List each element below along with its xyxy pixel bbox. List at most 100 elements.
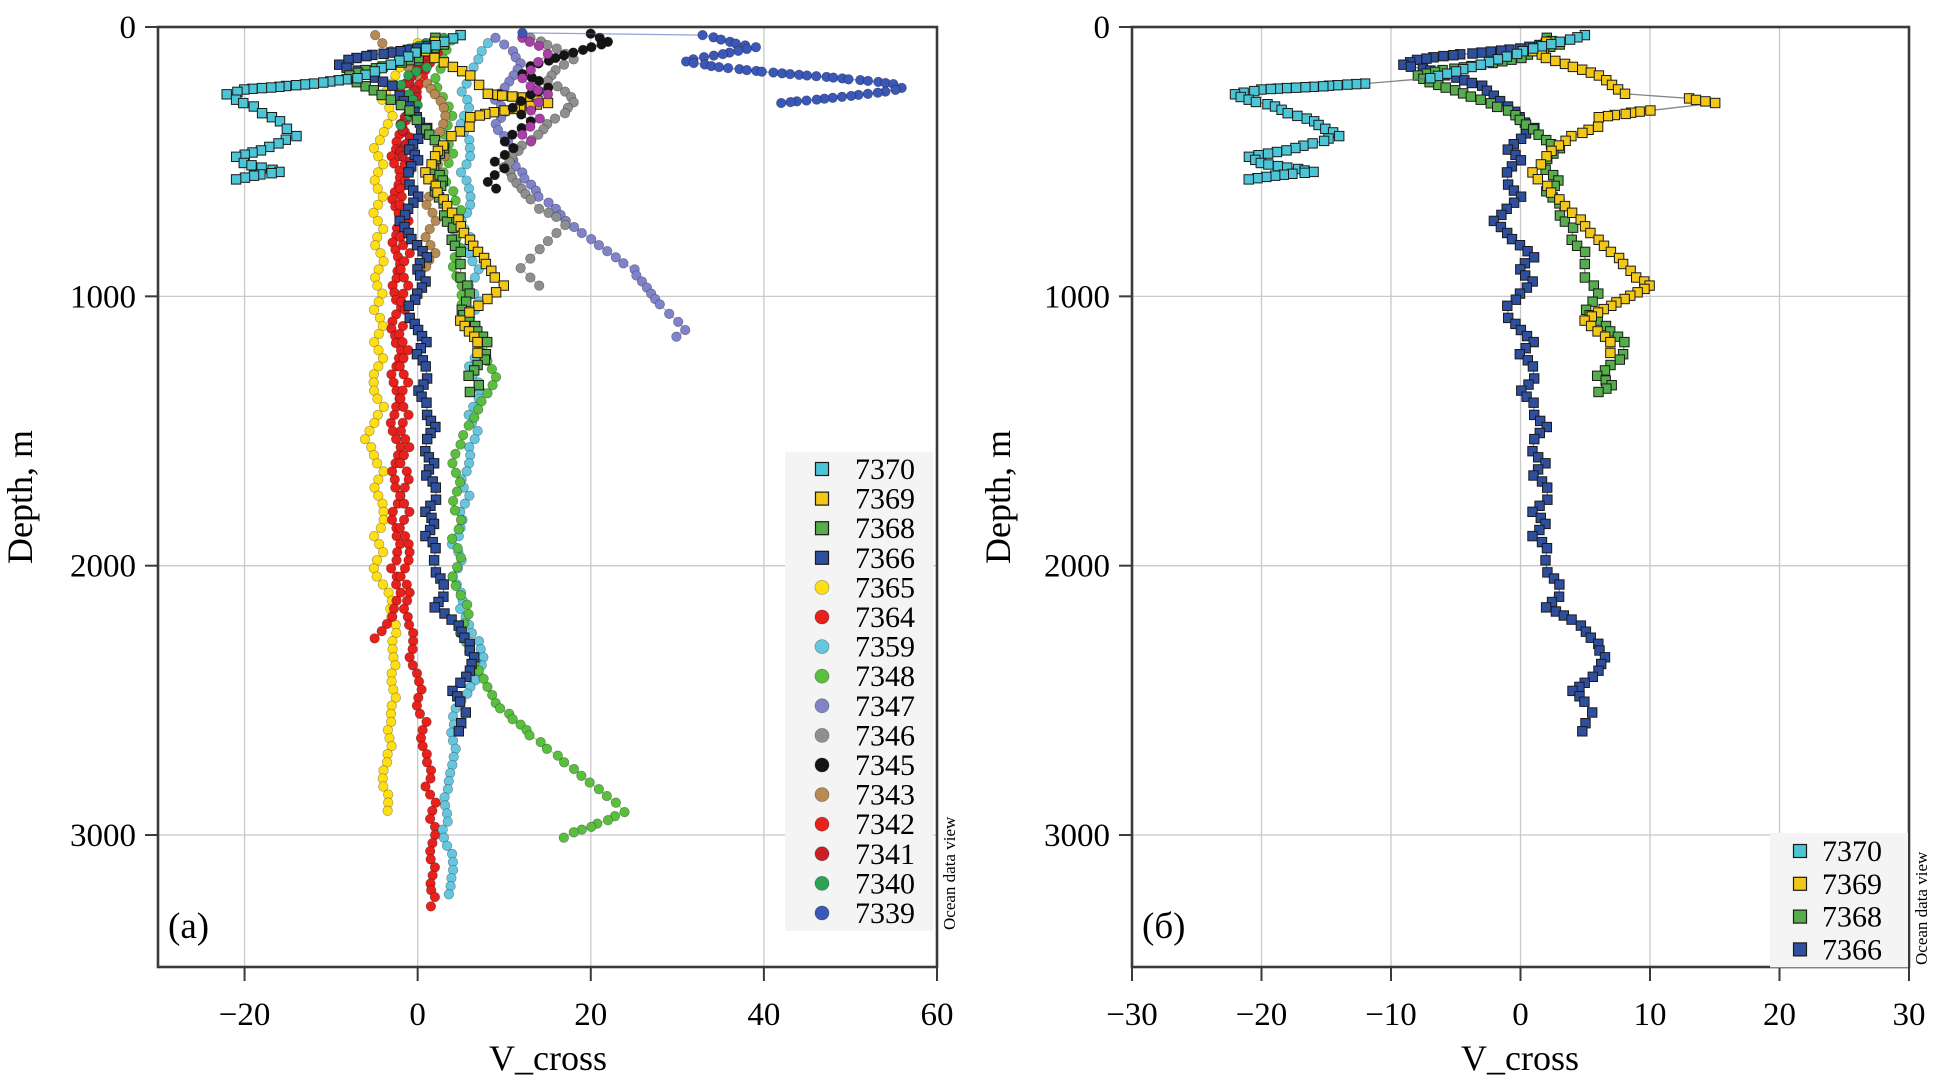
legend-label: 7366 — [1822, 933, 1882, 966]
legend-swatch-square — [1792, 876, 1808, 891]
legend-label: 7343 — [855, 779, 915, 812]
legend-label: 7366 — [855, 542, 915, 575]
legend-item-7345: 7345 — [814, 749, 915, 782]
x-tick-label: −10 — [1365, 997, 1417, 1033]
panel-letter-b: (б) — [1142, 906, 1185, 947]
series-layer-a — [221, 28, 907, 912]
y-tick-label: 2000 — [70, 549, 136, 585]
legend-swatch-circle — [814, 846, 830, 862]
grid-a — [158, 27, 937, 967]
legend-swatch-circle — [814, 639, 830, 654]
series-7369 — [1527, 36, 1721, 359]
legend-swatch-circle — [814, 757, 830, 773]
plot-frame-a — [156, 25, 939, 969]
legend-label: 7340 — [855, 867, 915, 900]
legend-swatch-circle — [814, 698, 830, 714]
y-tick-label: 1000 — [70, 279, 136, 315]
legend-swatch-square — [814, 461, 830, 477]
y-tick-label: 0 — [1094, 10, 1111, 46]
legend-swatch-circle — [814, 787, 830, 802]
legend-item-7369: 7369 — [814, 483, 915, 516]
legend-item-7339: 7339 — [814, 897, 915, 930]
series-7366 — [1398, 38, 1611, 737]
watermark-ocean-data-view: Ocean data view — [940, 816, 959, 930]
legend-swatch-circle — [814, 905, 830, 921]
legend-swatch-square — [1792, 909, 1808, 924]
y-tick-label: 2000 — [1044, 549, 1110, 585]
panel-letter-a: (a) — [168, 906, 209, 947]
legend-item-7359: 7359 — [814, 631, 915, 664]
legend-item-7369: 7369 — [1792, 868, 1882, 901]
legend-swatch-square — [814, 521, 830, 536]
legend-label: 7369 — [1822, 868, 1882, 901]
axes-b: −30 −20 −10 0 10 20 30 0 1000 2000 3000 — [1044, 10, 1926, 1033]
x-tick-label: −20 — [1236, 997, 1288, 1033]
legend-label: 7347 — [855, 690, 915, 723]
legend-swatch-circle — [814, 876, 830, 891]
legend-label: 7348 — [855, 660, 915, 693]
legend-item-7368: 7368 — [1792, 901, 1882, 934]
legend-swatch-square — [1792, 942, 1808, 957]
x-axis-label-b: V_cross — [1461, 1038, 1579, 1078]
x-tick-label: 20 — [1763, 997, 1796, 1033]
legend-swatch-circle — [814, 580, 830, 595]
legend-label: 7341 — [855, 838, 915, 871]
legend-swatch-square — [814, 550, 830, 565]
x-tick-label: 30 — [1893, 997, 1926, 1033]
legend-label: 7370 — [855, 453, 915, 486]
x-tick-label: 10 — [1634, 997, 1667, 1033]
legend-swatch-square — [1792, 843, 1808, 859]
x-axis-label-a: V_cross — [489, 1038, 607, 1078]
legend-label: 7345 — [855, 749, 915, 782]
legend-label: 7339 — [855, 897, 915, 930]
legend-item-7364: 7364 — [814, 601, 915, 634]
legend-label: 7342 — [855, 808, 915, 841]
grid-b — [1132, 27, 1909, 967]
legend-label: 7346 — [855, 719, 915, 752]
legend-item-7366: 7366 — [1792, 933, 1882, 966]
legend-item-7348: 7348 — [814, 660, 915, 693]
legend-swatch-circle — [814, 668, 830, 684]
legend-item-7370: 7370 — [814, 453, 915, 486]
legend-item-7346: 7346 — [814, 719, 915, 752]
legend-label: 7365 — [855, 571, 915, 604]
series-magenta_unlabeled — [517, 32, 554, 147]
axes-a: −20 0 20 40 60 0 1000 2000 3000 — [70, 10, 954, 1033]
legend-item-7340: 7340 — [814, 867, 915, 900]
legend-a: 7370736973687366736573647359734873477346… — [785, 452, 933, 931]
x-tick-label: −20 — [219, 997, 271, 1033]
x-tick-label: 0 — [409, 997, 426, 1033]
legend-item-7347: 7347 — [814, 690, 915, 723]
series-7364 — [394, 38, 441, 912]
legend-swatch-circle — [814, 728, 830, 743]
legend-item-7365: 7365 — [814, 571, 915, 604]
legend-label: 7368 — [855, 512, 915, 545]
x-tick-label: 0 — [1512, 997, 1529, 1033]
legend-swatch-circle — [814, 609, 830, 625]
series-7370 — [1229, 29, 1591, 185]
legend-label: 7370 — [1822, 835, 1882, 868]
y-tick-label: 0 — [120, 10, 137, 46]
x-tick-label: 40 — [747, 997, 780, 1033]
y-tick-label: 3000 — [1044, 818, 1110, 854]
legend-item-7368: 7368 — [814, 512, 915, 545]
y-tick-label: 1000 — [1044, 279, 1110, 315]
legend-item-7342: 7342 — [814, 808, 915, 841]
series-layer-b — [1229, 29, 1721, 737]
legend-label: 7368 — [1822, 901, 1882, 934]
legend-swatch-circle — [814, 816, 830, 832]
y-tick-label: 3000 — [70, 818, 136, 854]
series-7339 — [517, 28, 907, 109]
x-tick-label: −30 — [1106, 997, 1158, 1033]
series-7370 — [221, 29, 466, 185]
legend-label: 7369 — [855, 483, 915, 516]
legend-item-7343: 7343 — [814, 779, 915, 812]
legend-item-7341: 7341 — [814, 838, 915, 871]
panel-b: −30 −20 −10 0 10 20 30 0 1000 2000 3000 V_cross Dept… — [978, 10, 1931, 1078]
x-tick-label: 60 — [921, 997, 954, 1033]
y-axis-label-a: Depth, m — [0, 430, 40, 564]
x-tick-label: 20 — [574, 997, 607, 1033]
watermark-ocean-data-view: Ocean data view — [1912, 851, 1931, 965]
